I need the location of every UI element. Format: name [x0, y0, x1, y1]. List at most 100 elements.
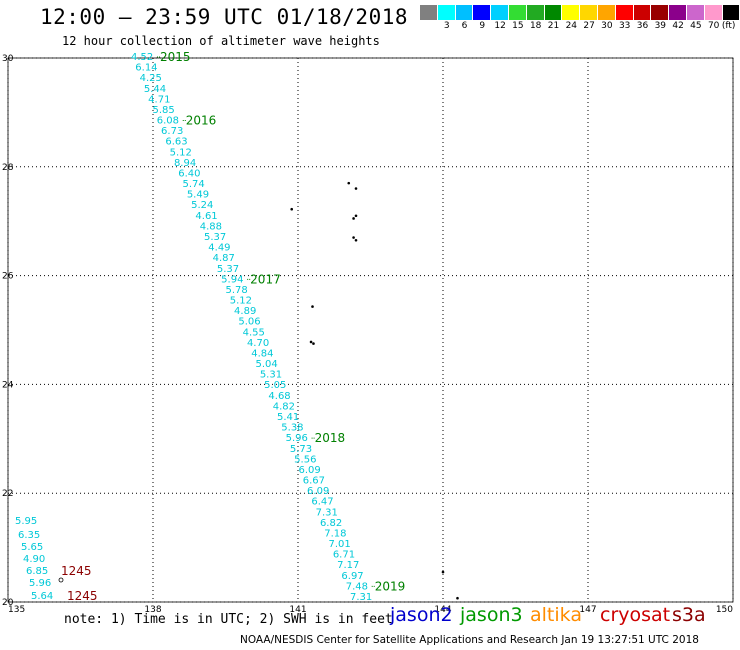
lat-label: 28 [2, 163, 14, 173]
legend-tick-label: 39 [654, 21, 667, 31]
swh-value: 4.49 [208, 243, 230, 254]
swh-value: 4.71 [148, 94, 170, 105]
satellite-cryosat-label: cryosat [600, 604, 671, 626]
swh-value: 7.18 [324, 528, 346, 539]
swh-value: 5.96 [286, 433, 308, 444]
island-mark [441, 570, 445, 574]
swh-value: 6.71 [333, 550, 355, 561]
swh-value: 4.55 [243, 327, 265, 338]
island-mark [354, 214, 358, 218]
legend-swatch [526, 5, 545, 20]
swh-value: 5.56 [294, 454, 316, 465]
lat-label: 20 [2, 598, 14, 608]
footer-credit: NOAA/NESDIS Center for Satellite Applica… [240, 634, 699, 646]
swh-value: 6.09 [307, 486, 329, 497]
legend-tick-label: 6 [461, 21, 468, 31]
lat-label: 26 [2, 272, 14, 282]
swh-value: 5.78 [225, 285, 247, 296]
swh-value: 6.73 [161, 126, 183, 137]
legend-swatch [455, 5, 474, 20]
legend-swatch [580, 5, 598, 20]
swh-value: 4.52 [131, 52, 153, 63]
swh-value: 8.94 [174, 158, 196, 169]
swh-value: 5.73 [290, 444, 312, 455]
legend-tick-label: 27 [583, 21, 595, 31]
hour-label-west: 1245 [61, 564, 92, 578]
swh-value: 5.37 [217, 264, 239, 275]
swh-value: 5.85 [152, 105, 174, 116]
legend-swatch [704, 5, 723, 20]
hour-label: 2017 [250, 272, 281, 286]
hour-label: 2016 [186, 114, 217, 128]
legend-swatch [597, 5, 616, 20]
legend-swatch [508, 5, 527, 20]
legend-tick-label: 42 [672, 21, 684, 31]
swh-value: 6.08 [157, 116, 179, 127]
legend-tick-label: 3 [443, 21, 450, 31]
legend-tick-label: 15 [512, 21, 524, 31]
swh-value: 5.12 [170, 147, 192, 158]
hour-label-west: 1245 [67, 589, 98, 603]
map-frame [7, 57, 734, 603]
swh-value: 5.41 [277, 412, 299, 423]
island-mark [290, 207, 294, 211]
satellite-s3a-label: s3a [672, 604, 706, 626]
swh-value: 6.63 [165, 137, 187, 148]
swh-value-west: 6.35 [18, 530, 40, 541]
island-mark [354, 187, 358, 190]
legend-tick-label: 24 [565, 21, 578, 31]
satellite-altika-label: altika [530, 604, 582, 626]
swh-value: 6.47 [311, 497, 333, 508]
swh-value-west: 5.65 [21, 542, 43, 553]
legend-swatch [491, 5, 509, 20]
hour-label: 2019 [375, 579, 406, 593]
legend-swatch [633, 5, 652, 20]
lon-label: 138 [144, 605, 161, 615]
legend-swatch [473, 5, 492, 20]
legend-tick-label: 33 [618, 21, 631, 31]
hour-label: 2018 [315, 431, 346, 445]
island-mark [354, 238, 358, 242]
island-mark [309, 340, 313, 344]
island-mark [352, 236, 355, 239]
swh-value: 6.67 [303, 476, 325, 487]
swh-value: 5.04 [256, 359, 278, 370]
swh-value: 4.25 [140, 73, 162, 84]
note-text: note: 1) Time is in UTC; 2) SWH is in fe… [64, 612, 393, 627]
legend-tick-label: 70 [707, 21, 720, 31]
swh-value: 7.48 [346, 581, 368, 592]
swh-value: 5.06 [238, 317, 260, 328]
swh-value: 7.31 [350, 592, 372, 603]
swh-value: 7.17 [337, 560, 359, 571]
island-mark [311, 305, 314, 308]
swh-value: 4.82 [273, 401, 295, 412]
swh-value: 4.87 [213, 253, 235, 264]
satellite-jason2-label: jason2 [390, 604, 453, 626]
legend-tick-label: 36 [636, 21, 649, 31]
track-marker [58, 577, 64, 583]
legend-tick-label: 12 [494, 21, 506, 31]
hour-label: 2015 [160, 50, 191, 64]
island-mark [352, 217, 355, 220]
legend-tick-label: 30 [601, 21, 613, 31]
page-subtitle: 12 hour collection of altimeter wave hei… [62, 34, 380, 48]
legend-tick-label: 9 [479, 21, 486, 31]
swh-value: 4.88 [200, 221, 222, 232]
lon-label: 147 [579, 605, 596, 615]
swh-value: 5.44 [144, 84, 166, 95]
swh-value: 6.97 [341, 571, 363, 582]
swh-value: 5.12 [230, 296, 252, 307]
swh-value-west: 6.85 [26, 566, 48, 577]
legend-swatch [420, 5, 438, 20]
island-mark [312, 342, 315, 345]
legend-swatch [686, 5, 705, 20]
swh-value: 4.68 [268, 391, 290, 402]
lon-label: 141 [289, 605, 306, 615]
legend-swatch [544, 5, 563, 20]
legend-tick-label: 18 [529, 21, 542, 31]
swh-value: 5.05 [264, 380, 286, 391]
legend-tick-label: 21 [547, 21, 560, 31]
swh-value: 4.70 [247, 338, 269, 349]
lon-label: 144 [434, 605, 451, 615]
